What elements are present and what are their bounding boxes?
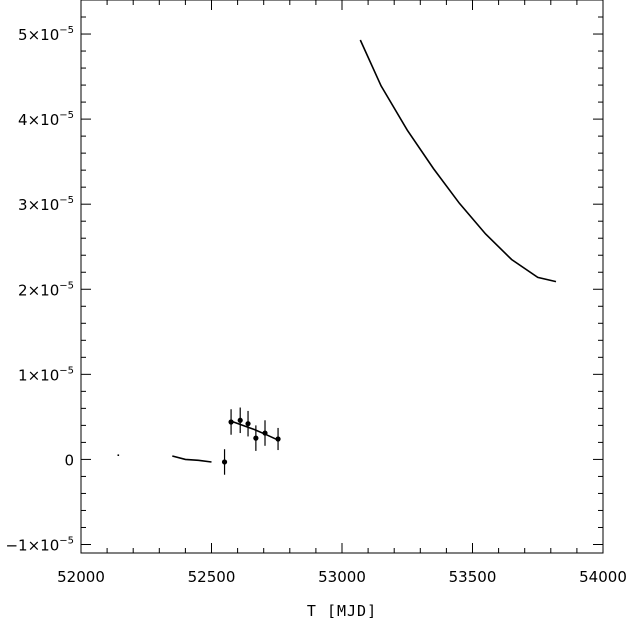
- plot-frame: [80, 0, 604, 554]
- data-series: [117, 39, 557, 475]
- data-point: [253, 435, 259, 441]
- y-tick-label: 2×10−5: [18, 280, 74, 299]
- series-line: [172, 455, 212, 463]
- y-tick-labels: −1×10−5 0 1×10−5 2×10−5 3×10−5 4×10−5 5×10−5: [5, 25, 74, 554]
- x-axis-title: T [MJD]: [307, 602, 377, 620]
- y-tick-label: 3×10−5: [18, 195, 74, 214]
- x-tick-label: 52500: [188, 568, 236, 586]
- x-tick-label: 53000: [318, 568, 366, 586]
- y-tick-label: 1×10−5: [18, 365, 74, 384]
- y-tick-label: 4×10−5: [18, 110, 74, 129]
- axis-ticks: [80, 0, 604, 553]
- x-tick-labels: 52000 52500 53000 53500 54000: [57, 568, 627, 586]
- x-tick-label: 52000: [57, 568, 105, 586]
- x-tick-label: 53500: [449, 568, 497, 586]
- data-point: [228, 419, 234, 425]
- data-point: [275, 436, 281, 442]
- x-tick-label: 54000: [579, 568, 627, 586]
- y-tick-label: 0: [64, 451, 74, 469]
- series-line: [359, 39, 557, 283]
- data-point: [245, 421, 251, 427]
- data-point: [237, 417, 243, 423]
- y-tick-label: −1×10−5: [5, 535, 74, 554]
- series-line: [230, 420, 280, 442]
- y-tick-label: 5×10−5: [18, 25, 74, 44]
- data-point: [262, 430, 268, 436]
- data-point: [221, 459, 228, 465]
